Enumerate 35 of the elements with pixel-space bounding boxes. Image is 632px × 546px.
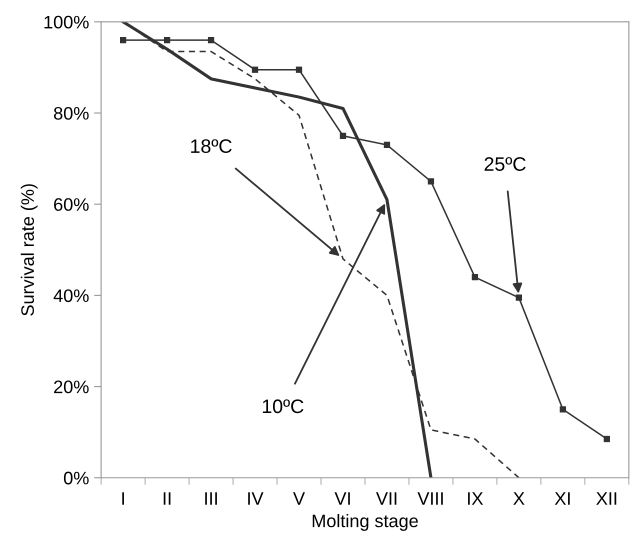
x-tick-label: V bbox=[293, 492, 305, 505]
point bbox=[120, 36, 126, 44]
point bbox=[296, 66, 302, 73]
x-tick-label: IV bbox=[248, 492, 264, 505]
x-tick-label: IX bbox=[468, 492, 484, 505]
y-tick-label: 40% bbox=[54, 289, 89, 302]
y-tick-label: 60% bbox=[54, 198, 89, 211]
point bbox=[252, 66, 258, 73]
point bbox=[472, 274, 478, 280]
x-axis-title: Molting stage bbox=[312, 514, 418, 531]
x-tick-label: XII bbox=[596, 492, 616, 505]
point bbox=[384, 142, 390, 148]
x-tick-label: VI bbox=[334, 492, 350, 505]
x-tick-label: XI bbox=[554, 492, 570, 505]
x-tick-label: VII bbox=[376, 492, 396, 505]
x-tick-label: VIII bbox=[417, 492, 443, 505]
point bbox=[560, 406, 566, 412]
y-axis-title: Survival rate (%) bbox=[20, 184, 38, 316]
y-tick-label: 20% bbox=[54, 380, 89, 394]
y-tick-label: 80% bbox=[54, 106, 89, 120]
x-tick-label: X bbox=[513, 492, 525, 505]
y-tick-label: 0% bbox=[64, 472, 89, 484]
x-tick-label: II bbox=[164, 492, 170, 505]
annotation: 10ºC bbox=[262, 399, 304, 414]
point bbox=[516, 294, 522, 301]
x-tick-label: I bbox=[122, 492, 124, 505]
y-tick-label: 100% bbox=[44, 16, 89, 29]
point bbox=[208, 36, 214, 44]
point bbox=[340, 132, 346, 139]
annotation: 25ºC bbox=[484, 157, 526, 171]
annotation: 18ºC bbox=[191, 139, 232, 154]
x-tick-label: III bbox=[205, 492, 217, 505]
point bbox=[164, 36, 170, 44]
point bbox=[604, 436, 610, 442]
point bbox=[428, 178, 434, 185]
